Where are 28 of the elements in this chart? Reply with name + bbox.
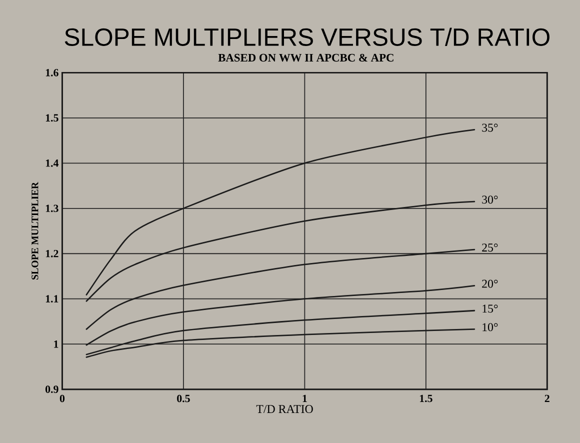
y-axis-title: SLOPE MULTIPLIER [32,182,38,280]
x-tick-label: 0.5 [177,394,190,402]
y-tick-label: 1.6 [46,68,58,76]
y-tick-label: 1.3 [46,204,58,212]
x-tick-label: 1.5 [420,394,432,402]
x-tick-label: 0 [60,394,65,402]
chart-subtitle: BASED ON WW II APCBC & APC [218,54,394,62]
y-tick-label: 1.1 [46,295,58,302]
line-series [86,310,476,356]
series-label: 15° [482,304,498,313]
line-series [86,285,476,346]
y-tick-label: 0.9 [46,386,58,393]
y-tick-label: 1.2 [46,250,58,258]
chart-title: SLOPE MULTIPLIERS VERSUS T/D RATIO [64,28,550,46]
series-label: 10° [482,323,498,332]
series-label: 30° [482,196,498,204]
line-series [86,128,476,296]
x-tick-label: 2 [544,394,550,402]
line-series [86,200,476,302]
line-series [86,248,476,330]
y-tick-label: 1.5 [46,114,58,122]
series-label: 25° [482,243,498,252]
y-tick-label: 1 [54,340,58,348]
x-tick-label: 1 [302,394,307,402]
x-axis-title: T/D RATIO [256,405,313,414]
series-label: 20° [482,280,498,288]
y-tick-label: 1.4 [46,159,59,167]
series-label: 35° [482,124,498,132]
